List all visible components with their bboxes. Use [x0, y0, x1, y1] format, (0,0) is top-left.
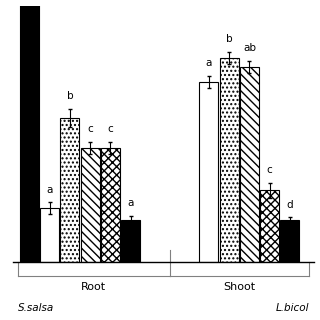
Bar [199, 82, 219, 262]
Text: Shoot: Shoot [223, 282, 255, 292]
Text: b: b [67, 91, 73, 101]
Text: d: d [286, 200, 293, 210]
Text: L.bicol: L.bicol [275, 303, 309, 313]
Bar [240, 67, 259, 262]
Text: b: b [226, 34, 233, 44]
Bar [60, 118, 79, 262]
Text: c: c [108, 124, 113, 134]
Text: ab: ab [243, 43, 256, 53]
Text: c: c [87, 124, 93, 134]
Bar [220, 58, 239, 262]
Bar [280, 220, 299, 262]
Bar [121, 220, 140, 262]
Bar [260, 190, 279, 262]
Text: a: a [127, 198, 134, 208]
Text: a: a [206, 58, 212, 68]
Text: Root: Root [81, 282, 106, 292]
Text: S.salsa: S.salsa [18, 303, 54, 313]
Bar [20, 0, 39, 262]
Bar [40, 208, 59, 262]
Text: a: a [46, 185, 53, 195]
Bar [81, 148, 100, 262]
Bar [101, 148, 120, 262]
Text: c: c [267, 165, 273, 175]
